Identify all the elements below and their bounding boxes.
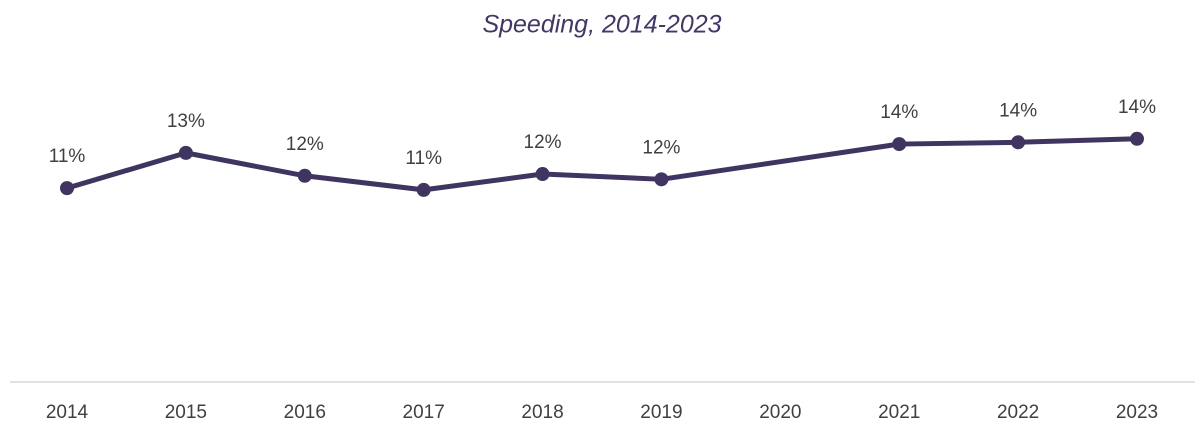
- point: [1130, 131, 1144, 146]
- point: [1011, 135, 1026, 150]
- data-label: 14%: [999, 100, 1037, 121]
- x-tick-label: 2017: [403, 402, 445, 423]
- x-tick-label: 2020: [759, 402, 801, 423]
- point: [416, 182, 431, 197]
- point: [297, 168, 312, 183]
- data-label: 12%: [642, 137, 680, 158]
- data-label: 13%: [167, 111, 205, 132]
- chart-title: Speeding, 2014-2023: [482, 11, 721, 39]
- x-tick-label: 2021: [878, 402, 920, 423]
- x-tick-label: 2022: [997, 402, 1039, 423]
- point: [535, 167, 550, 182]
- point: [178, 145, 193, 160]
- x-tick-label: 2016: [284, 402, 326, 423]
- data-label: 14%: [880, 102, 918, 123]
- point: [654, 172, 669, 187]
- point: [60, 181, 74, 196]
- data-label: 12%: [524, 132, 562, 153]
- x-tick-label: 2018: [521, 402, 563, 423]
- series-line: [66, 136, 1138, 193]
- x-tick-label: 2019: [640, 402, 682, 423]
- point: [892, 137, 907, 152]
- data-label: 12%: [286, 134, 324, 155]
- x-tick-label: 2023: [1116, 402, 1158, 423]
- x-tick-label: 2014: [46, 402, 89, 423]
- data-label: 14%: [1118, 97, 1156, 118]
- data-label: 11%: [49, 146, 86, 167]
- x-tick-label: 2015: [165, 402, 207, 423]
- data-label: 11%: [405, 148, 442, 169]
